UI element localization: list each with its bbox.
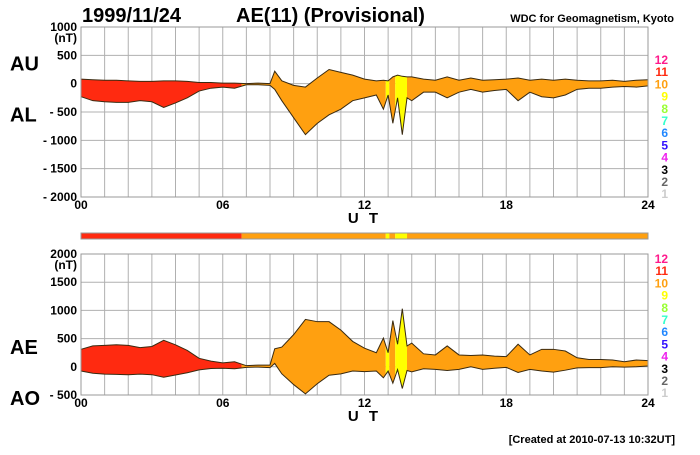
y-unit-label: (nT) xyxy=(54,258,77,272)
station-legend-item: 2 xyxy=(661,175,668,189)
y-tick-label: 1500 xyxy=(50,275,77,289)
x-tick-label: 24 xyxy=(641,396,655,410)
y-tick-label: 1000 xyxy=(50,303,77,317)
station-legend-item: 4 xyxy=(661,151,668,165)
area-fill-segment xyxy=(389,76,396,124)
station-legend-item: 6 xyxy=(661,126,668,140)
station-legend-item: 8 xyxy=(661,301,668,315)
station-legend-item: 10 xyxy=(655,77,669,91)
area-fill-segment xyxy=(407,76,648,101)
station-legend-item: 3 xyxy=(661,163,668,177)
plot-frame xyxy=(80,26,649,198)
station-legend-item: 5 xyxy=(661,138,668,152)
x-tick-label: 12 xyxy=(358,198,372,212)
y-tick-label: - 2000 xyxy=(43,190,77,204)
date-title: 1999/11/24 xyxy=(82,5,182,27)
area-fill-segment xyxy=(81,340,242,378)
side-label-upper: AU xyxy=(10,54,39,76)
station-legend-item: 4 xyxy=(661,350,668,364)
area-fill-segment xyxy=(395,308,408,389)
station-legend-item: 9 xyxy=(661,289,668,303)
y-tick-label: 0 xyxy=(70,77,77,91)
station-bar-segment xyxy=(389,233,396,239)
station-legend-item: 6 xyxy=(661,325,668,339)
x-axis-label: U T xyxy=(348,408,381,425)
station-legend-item: 1 xyxy=(661,187,668,201)
y-tick-label: 0 xyxy=(70,360,77,374)
plot-frame xyxy=(80,253,649,396)
station-legend-item: 7 xyxy=(661,114,668,128)
series-line-lower xyxy=(80,84,649,136)
y-unit-label: (nT) xyxy=(54,31,77,45)
station-legend-item: 12 xyxy=(655,252,669,266)
station-bar-frame xyxy=(80,232,649,240)
station-legend-item: 1 xyxy=(661,386,668,400)
x-tick-label: 06 xyxy=(216,396,230,410)
series-line-AU xyxy=(80,68,649,88)
x-tick-label: 24 xyxy=(641,198,655,212)
station-legend-item: 9 xyxy=(661,90,668,104)
series-line-undefined xyxy=(80,308,649,367)
station-legend-item: 11 xyxy=(655,65,668,79)
x-tick-label: 18 xyxy=(500,396,514,410)
y-tick-label: 500 xyxy=(57,332,77,346)
station-legend-item: 12 xyxy=(655,53,669,67)
ae-ao-panel: 2000 1500 1000 500 0 - 500 (nT) 00 06 12 18 24 U T AE… xyxy=(10,247,655,425)
station-legend-item: 3 xyxy=(661,362,668,376)
y-tick-label: - 1500 xyxy=(43,162,77,176)
area-fill-segment xyxy=(407,343,648,373)
station-legend-item: 10 xyxy=(655,276,669,290)
y-tick-label: - 1000 xyxy=(43,133,77,147)
station-legend-item: 8 xyxy=(661,102,668,116)
station-legend-item: 5 xyxy=(661,337,668,351)
station-bar-segment xyxy=(385,233,390,239)
area-fill-segment xyxy=(241,69,386,135)
y-tick-label: 1000 xyxy=(50,20,77,34)
station-bar-segment xyxy=(395,233,408,239)
area-fill-segment xyxy=(81,79,242,108)
x-tick-label: 18 xyxy=(500,198,514,212)
station-legend-item: 11 xyxy=(655,264,668,278)
y-tick-label: - 500 xyxy=(50,388,78,402)
side-label-upper: AE xyxy=(10,337,38,359)
station-count-bar xyxy=(80,232,649,240)
x-tick-label: 00 xyxy=(74,396,88,410)
station-bar-segment xyxy=(407,233,648,239)
side-label-lower: AL xyxy=(10,105,37,127)
y-tick-label: - 500 xyxy=(50,105,78,119)
station-bar-segment xyxy=(81,233,242,239)
x-axis-label: U T xyxy=(348,210,381,227)
x-tick-label: 06 xyxy=(216,198,230,212)
index-title: AE(11) (Provisional) xyxy=(236,5,425,27)
station-legend-item: 7 xyxy=(661,313,668,327)
au-al-panel: 1000 500 0 - 500 - 1000 - 1500 - 2000 (nT) 00 06 1… xyxy=(10,20,655,227)
created-footer: [Created at 2010-07-13 10:32UT] xyxy=(509,434,676,446)
series-line-lower xyxy=(80,362,649,395)
station-legend-item: 2 xyxy=(661,374,668,388)
x-tick-label: 12 xyxy=(358,396,372,410)
station-bar-segment xyxy=(241,233,386,239)
y-tick-label: 500 xyxy=(57,48,77,62)
x-tick-label: 00 xyxy=(74,198,88,212)
source-label: WDC for Geomagnetism, Kyoto xyxy=(510,13,674,25)
side-label-lower: AO xyxy=(10,388,40,410)
y-tick-label: 2000 xyxy=(50,247,77,261)
area-fill-segment xyxy=(241,319,386,394)
